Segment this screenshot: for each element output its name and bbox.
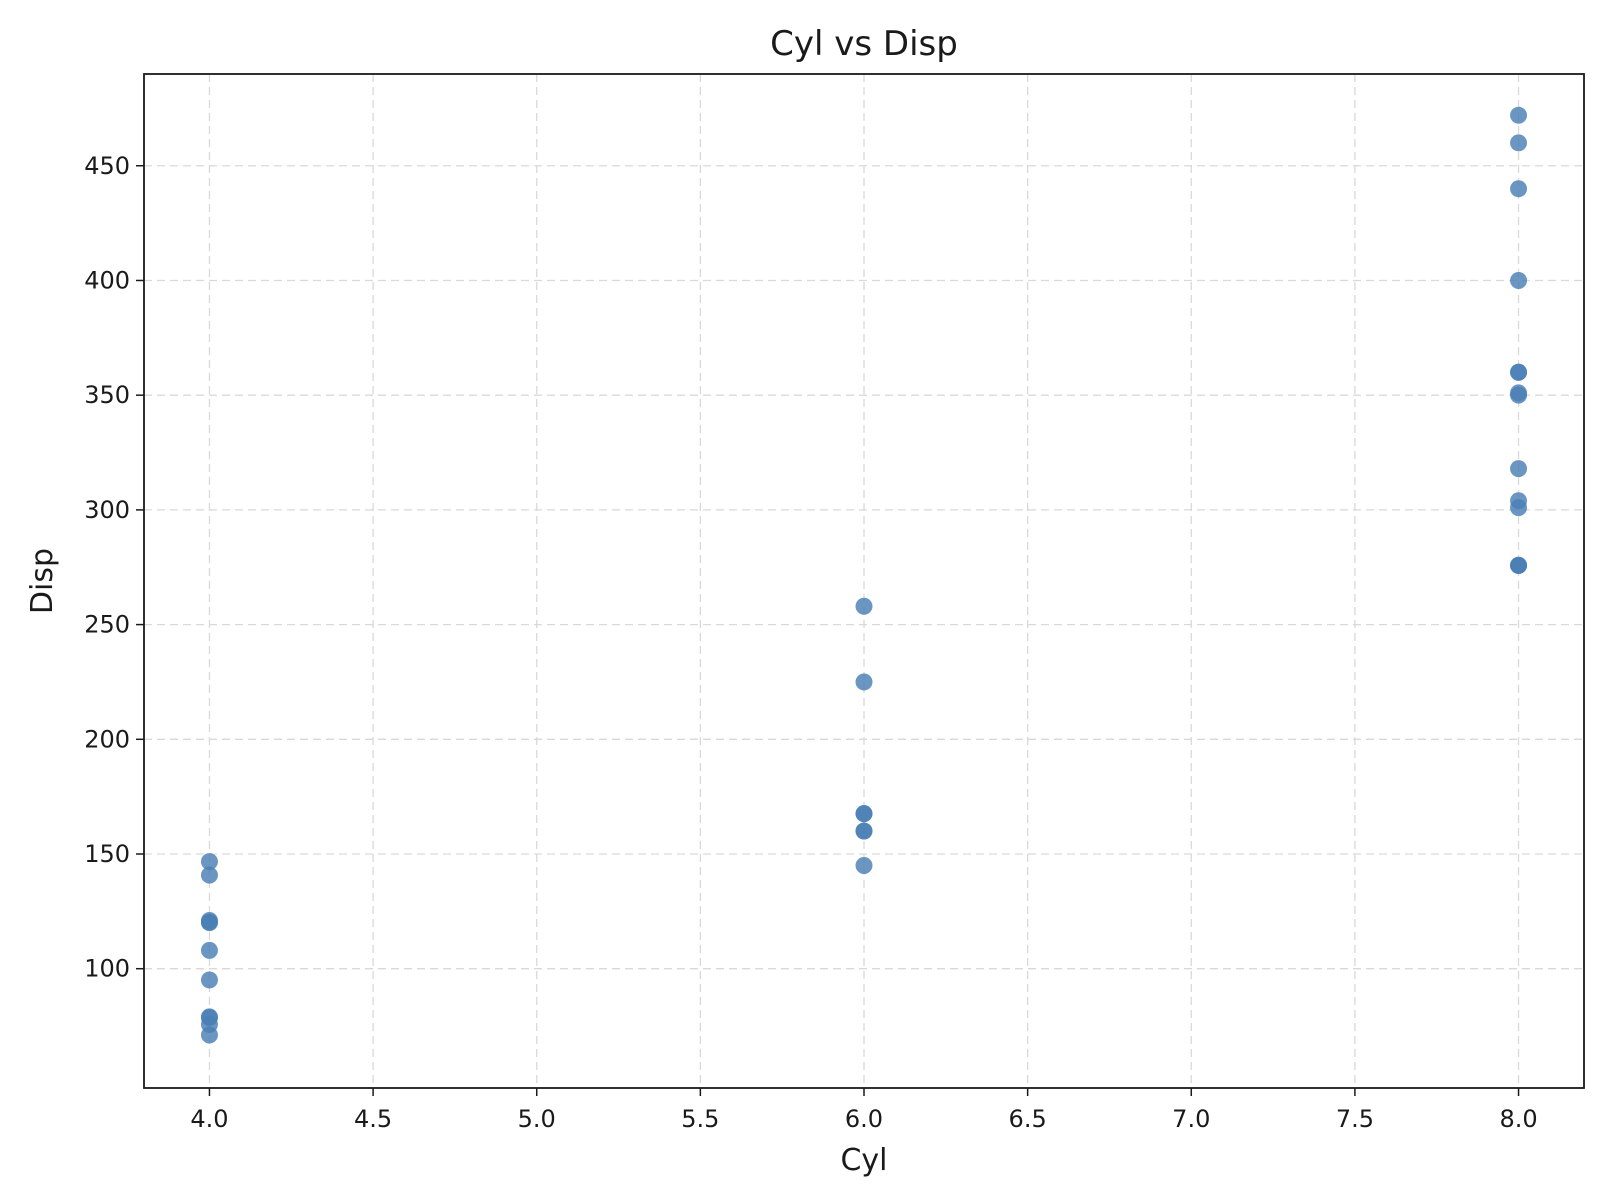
data-point <box>1510 180 1528 198</box>
y-tick-label: 150 <box>84 840 130 868</box>
y-tick-label: 250 <box>84 611 130 639</box>
y-axis-ticks: 100 150 200 250 300 350 400 450 <box>84 152 144 983</box>
y-axis-label: Disp <box>25 548 60 614</box>
data-point <box>200 866 218 884</box>
x-axis-ticks: 4.0 4.5 5.0 5.5 6.0 6.5 7.0 7.5 8.0 <box>190 1088 1538 1133</box>
data-point <box>855 597 873 615</box>
x-tick-label: 6.5 <box>1009 1105 1047 1133</box>
y-tick-label: 350 <box>84 381 130 409</box>
data-point <box>1510 271 1528 289</box>
data-point <box>1510 106 1528 124</box>
x-axis-label: Cyl <box>840 1143 887 1178</box>
data-point <box>855 805 873 823</box>
data-point <box>200 912 218 930</box>
x-tick-label: 5.0 <box>518 1105 556 1133</box>
data-point <box>200 941 218 959</box>
x-tick-label: 4.0 <box>190 1105 228 1133</box>
data-points <box>200 106 1528 1044</box>
chart-title: Cyl vs Disp <box>770 24 958 64</box>
x-tick-label: 5.5 <box>681 1105 719 1133</box>
y-tick-label: 300 <box>84 496 130 524</box>
y-tick-label: 100 <box>84 955 130 983</box>
data-point <box>855 673 873 691</box>
data-point <box>1510 460 1528 478</box>
x-tick-label: 6.0 <box>845 1105 883 1133</box>
data-point <box>1510 499 1528 517</box>
data-point <box>200 971 218 989</box>
data-point <box>1510 556 1528 574</box>
y-tick-label: 200 <box>84 725 130 753</box>
data-point <box>1510 384 1528 402</box>
data-point <box>1510 134 1528 152</box>
plot-frame <box>143 73 1585 1089</box>
data-point <box>200 853 218 871</box>
x-tick-label: 4.5 <box>354 1105 392 1133</box>
x-tick-label: 7.0 <box>1172 1105 1210 1133</box>
x-tick-label: 8.0 <box>1499 1105 1537 1133</box>
y-tick-label: 400 <box>84 266 130 294</box>
data-point <box>1510 363 1528 381</box>
data-point <box>855 856 873 874</box>
x-tick-label: 7.5 <box>1336 1105 1374 1133</box>
y-tick-label: 450 <box>84 152 130 180</box>
grid-lines <box>144 74 1584 1088</box>
data-point <box>855 822 873 840</box>
data-point <box>200 1026 218 1044</box>
